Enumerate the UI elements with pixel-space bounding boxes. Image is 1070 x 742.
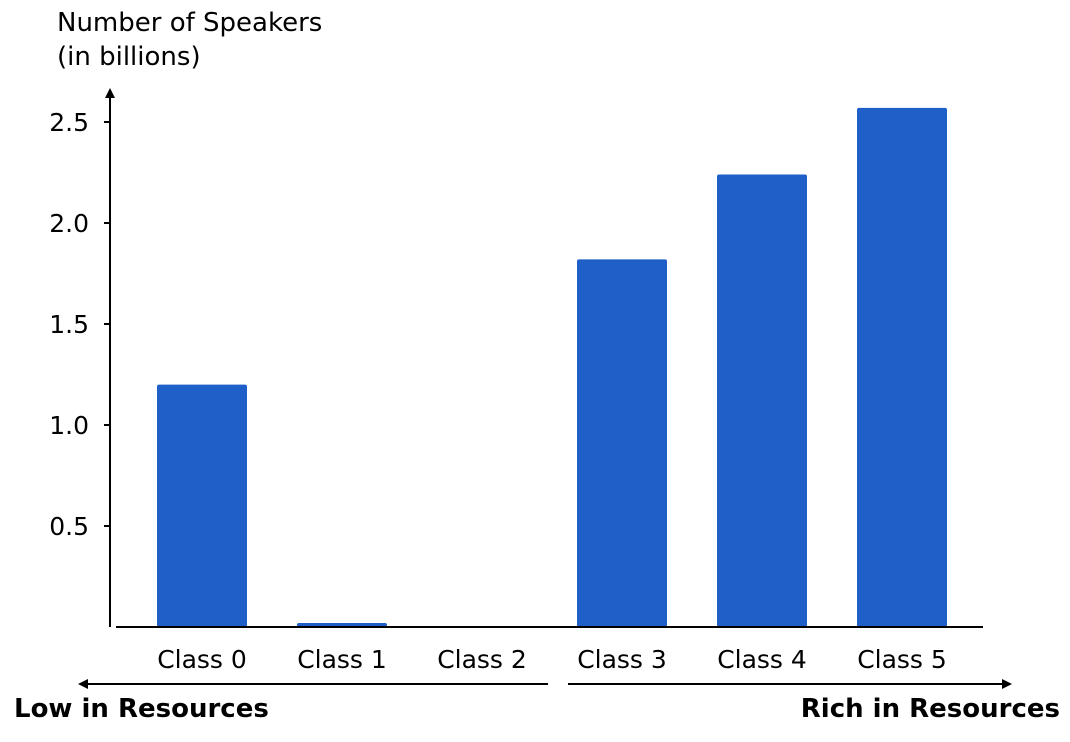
bar-class-3 xyxy=(577,259,667,627)
y-tick-label: 2.0 xyxy=(49,209,89,238)
y-axis-title: Number of Speakers (in billions) xyxy=(57,8,323,72)
x-tick-label: Class 5 xyxy=(857,645,947,674)
x-tick-label: Class 3 xyxy=(577,645,667,674)
bar-class-4 xyxy=(717,174,807,627)
y-tick-label: 1.5 xyxy=(49,310,89,339)
low-resources-label: Low in Resources xyxy=(14,694,269,724)
y-tick-label: 1.0 xyxy=(49,411,89,440)
bar-class-1 xyxy=(297,622,387,627)
x-tick-label: Class 1 xyxy=(297,645,387,674)
x-tick-label: Class 4 xyxy=(717,645,807,674)
x-tick-label: Class 2 xyxy=(437,645,527,674)
rich-resources-label: Rich in Resources xyxy=(800,694,1060,724)
x-tick-label: Class 0 xyxy=(157,645,247,674)
bar-class-0 xyxy=(157,384,247,627)
y-tick-label: 2.5 xyxy=(49,108,89,137)
y-tick-label: 0.5 xyxy=(49,512,89,541)
bar-class-5 xyxy=(857,107,947,628)
